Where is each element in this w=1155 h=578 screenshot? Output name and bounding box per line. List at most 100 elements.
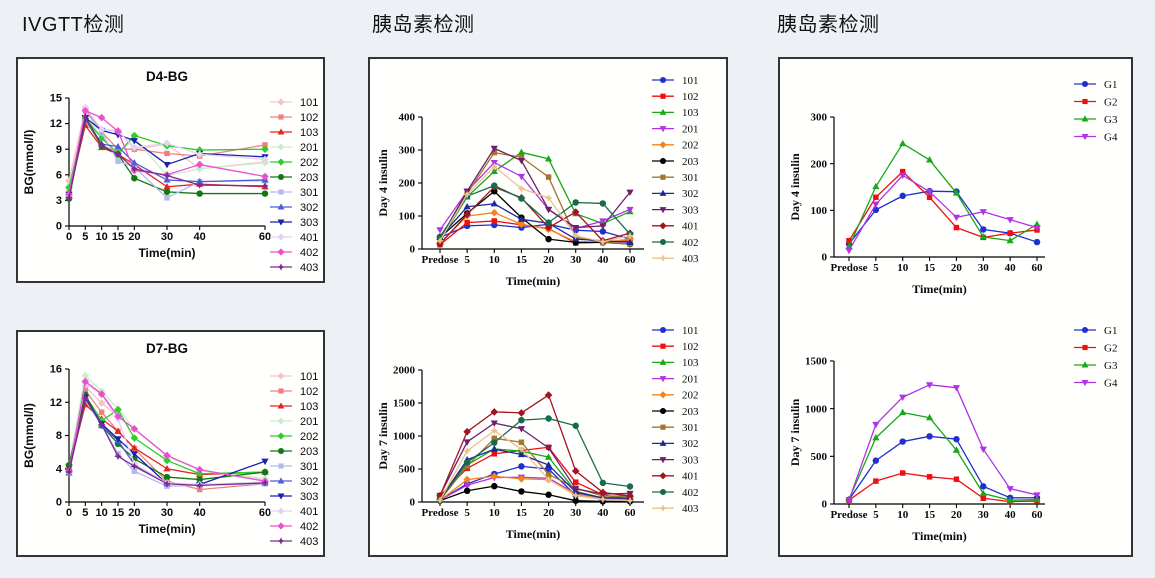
legend-entry-401: 401 — [270, 506, 318, 518]
marker-triangle-down — [979, 446, 987, 453]
marker-triangle-down — [872, 201, 880, 209]
legend-entry-101: 101 — [652, 325, 699, 337]
marker-triangle-up — [114, 427, 122, 434]
marker-diamond — [571, 467, 580, 475]
marker-circle — [953, 435, 960, 443]
svg-text:30: 30 — [978, 262, 990, 274]
svg-text:401: 401 — [300, 506, 318, 518]
marker-square — [98, 409, 105, 415]
svg-text:102: 102 — [300, 386, 318, 398]
marker-circle — [545, 235, 552, 243]
svg-text:Day 4 insulin: Day 4 insulin — [376, 149, 390, 217]
svg-text:201: 201 — [300, 142, 318, 154]
series-401 — [65, 379, 269, 489]
marker-diamond — [490, 408, 499, 416]
marker-triangle-up — [463, 202, 471, 210]
svg-text:302: 302 — [682, 188, 699, 200]
series-G4 — [845, 172, 1041, 255]
legend-entry-103: 103 — [652, 357, 699, 369]
svg-text:301: 301 — [682, 172, 699, 184]
marker-triangle-down — [599, 223, 607, 230]
marker-triangle-down — [572, 224, 580, 232]
marker-star — [277, 537, 285, 545]
svg-text:G3: G3 — [1104, 114, 1118, 126]
marker-triangle-down — [572, 486, 580, 493]
legend-entry-402: 402 — [270, 521, 318, 533]
marker-triangle-down — [163, 161, 171, 169]
svg-text:15: 15 — [50, 93, 62, 105]
marker-triangle-up — [659, 108, 667, 115]
legend-entry-301: 301 — [652, 422, 699, 434]
svg-text:1000: 1000 — [805, 403, 828, 415]
chart-canvas: 0 100 200 300 Predose 5 10 15 20 30 40 60 Time(min) D… — [788, 112, 1045, 296]
marker-circle — [572, 422, 579, 429]
marker-diamond — [277, 158, 285, 166]
marker-circle — [545, 491, 552, 498]
svg-text:30: 30 — [161, 507, 173, 519]
marker-diamond — [517, 409, 526, 417]
svg-text:203: 203 — [682, 156, 699, 168]
marker-star — [463, 190, 471, 199]
svg-text:102: 102 — [682, 341, 699, 353]
marker-triangle-down — [899, 394, 907, 402]
marker-triangle-down — [845, 497, 853, 504]
marker-triangle-up — [899, 139, 907, 147]
marker-circle — [518, 463, 525, 470]
legend-entry-301: 301 — [270, 187, 318, 199]
svg-text:202: 202 — [300, 431, 318, 443]
marker-star — [571, 491, 580, 500]
svg-text:302: 302 — [682, 438, 699, 450]
legend-entry-302: 302 — [270, 476, 318, 488]
marker-triangle-down — [599, 218, 607, 225]
marker-triangle-up — [872, 433, 880, 441]
marker-triangle-down — [114, 436, 122, 443]
marker-square — [491, 435, 498, 442]
marker-star — [130, 165, 139, 173]
marker-triangle-down — [952, 214, 961, 222]
svg-text:G1: G1 — [1104, 325, 1117, 337]
legend-entry-202: 202 — [652, 390, 699, 402]
legend-entry-G2: G2 — [1074, 96, 1117, 108]
marker-triangle-up — [626, 238, 634, 245]
marker-square — [980, 495, 987, 502]
marker-triangle-down — [463, 439, 471, 446]
marker-triangle-up — [544, 453, 553, 460]
marker-square — [262, 142, 268, 148]
marker-diamond — [81, 107, 90, 115]
series-403 — [436, 426, 634, 505]
marker-circle — [518, 416, 525, 424]
marker-diamond — [277, 507, 285, 515]
marker-square — [196, 486, 203, 493]
legend-entry-401: 401 — [270, 232, 318, 244]
marker-star — [114, 452, 122, 461]
marker-square — [660, 93, 666, 99]
marker-diamond — [277, 143, 285, 151]
marker-circle — [463, 459, 471, 466]
marker-star — [490, 162, 499, 171]
marker-circle — [163, 473, 171, 481]
legend-entry-402: 402 — [652, 237, 699, 249]
svg-text:G4: G4 — [1104, 131, 1118, 143]
marker-square — [846, 237, 852, 244]
column-header-ivgtt: IVGTT检测 — [22, 14, 125, 36]
legend-entry-202: 202 — [270, 157, 318, 169]
marker-diamond — [490, 208, 499, 217]
marker-triangle-up — [925, 413, 934, 421]
svg-text:200: 200 — [399, 178, 416, 190]
marker-square — [491, 218, 498, 224]
marker-star — [626, 232, 634, 240]
svg-text:Day 7 insulin: Day 7 insulin — [788, 398, 802, 466]
svg-text:Day 4 insulin: Day 4 insulin — [788, 153, 802, 221]
marker-triangle-down — [517, 426, 526, 433]
marker-diamond — [114, 412, 122, 421]
svg-text:1500: 1500 — [805, 356, 828, 368]
marker-triangle-up — [517, 148, 526, 155]
marker-triangle-up — [196, 177, 204, 185]
svg-text:5: 5 — [464, 507, 470, 519]
marker-diamond — [277, 248, 285, 256]
legend-entry-103: 103 — [270, 401, 318, 413]
svg-text:D7-BG: D7-BG — [146, 341, 188, 356]
legend-entry-302: 302 — [652, 188, 699, 200]
marker-square — [518, 154, 525, 160]
